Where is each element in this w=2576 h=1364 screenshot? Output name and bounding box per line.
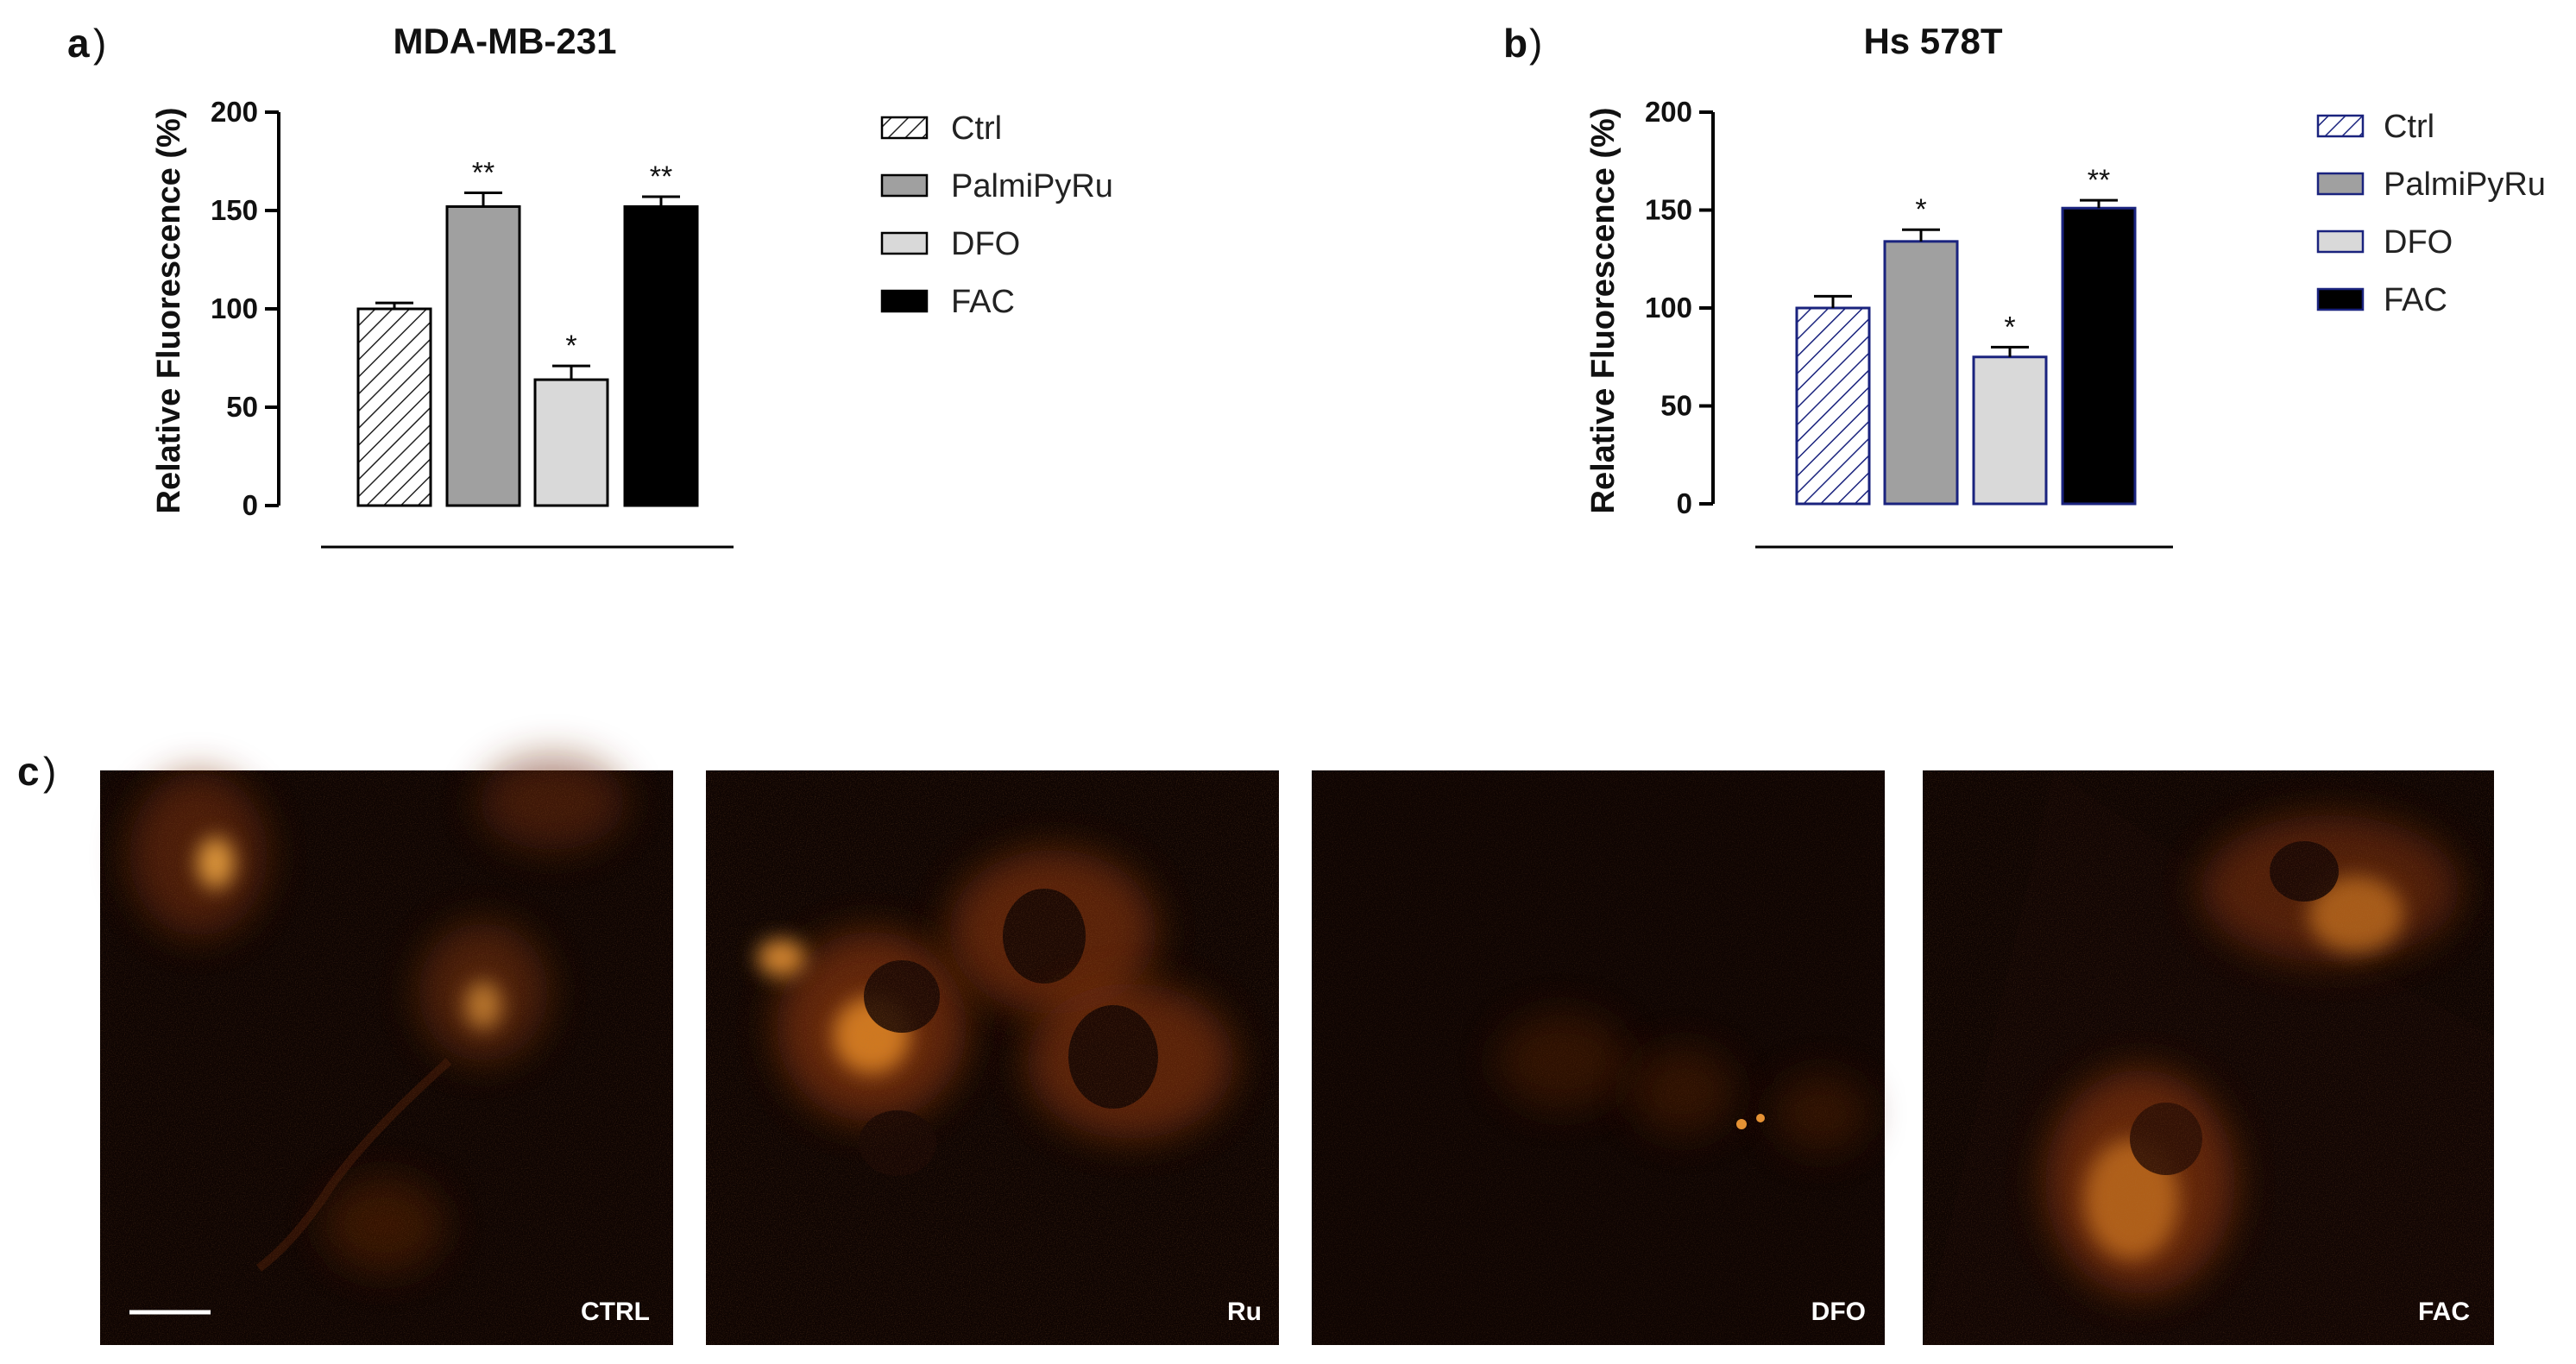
significance-label: * (565, 330, 576, 362)
significance-label: * (2004, 311, 2015, 343)
bar-ctrl (356, 307, 432, 507)
micrograph-grain (1312, 770, 1885, 1345)
micrograph-label: FAC (2418, 1298, 2470, 1326)
y-tick-label: 100 (1645, 292, 1692, 324)
legend-swatch (2316, 229, 2365, 254)
panel-paren-c: ) (43, 749, 56, 794)
legend-swatch (880, 231, 929, 255)
y-tick-label: 150 (1645, 194, 1692, 226)
micrograph-label: DFO (1811, 1298, 1866, 1326)
chart-hs-578t: Hs 578T Relative Fluorescence (%) 0 50 100… (1585, 21, 2546, 549)
micrograph-row: CTRL Ru (100, 755, 2494, 1345)
micrograph-dfo: DFO (1312, 770, 1885, 1345)
panel-label-b: b ) (1503, 21, 1542, 66)
bars: **** (1795, 164, 2137, 506)
y-axis-ticks: 0 50 100 150 200 (1645, 96, 1713, 519)
legend-label: Ctrl (2384, 109, 2434, 145)
y-tick-label: 200 (211, 96, 258, 128)
y-axis-label: Relative Fluorescence (%) (151, 108, 187, 514)
micrograph-ru: Ru (706, 770, 1279, 1345)
chart-title: MDA-MB-231 (393, 21, 616, 61)
bar-dfo (533, 378, 609, 507)
legend-label: FAC (2384, 282, 2447, 318)
y-tick-label: 0 (1677, 487, 1692, 519)
significance-label: * (1915, 193, 1926, 226)
legend-swatch (2316, 172, 2365, 196)
legend-label: FAC (951, 284, 1015, 320)
panel-letter-c: c (17, 749, 40, 794)
y-tick-label: 200 (1645, 96, 1692, 128)
y-axis-label: Relative Fluorescence (%) (1585, 108, 1622, 514)
legend-swatch (880, 289, 929, 313)
panel-label-c: c ) (17, 749, 56, 794)
legend-label: DFO (2384, 224, 2453, 261)
significance-label: ** (650, 160, 672, 193)
bar-palmipyru (1883, 240, 1959, 506)
bar-dfo (1972, 355, 2048, 506)
panel-paren-b: ) (1529, 21, 1542, 66)
legend-label: Ctrl (951, 110, 1002, 147)
bar-fac (2061, 206, 2137, 506)
panel-letter-b: b (1503, 21, 1527, 66)
legend: Ctrl PalmiPyRu DFO FAC (880, 110, 1113, 320)
y-axis-ticks: 0 50 100 150 200 (211, 96, 279, 521)
legend-swatch (2316, 114, 2365, 138)
panel-letter-a: a (67, 21, 90, 66)
significance-label: ** (472, 156, 494, 189)
micrograph-grain (100, 770, 673, 1345)
chart-title: Hs 578T (1863, 21, 2002, 61)
y-tick-label: 50 (226, 391, 258, 423)
y-tick-label: 150 (211, 194, 258, 226)
legend: Ctrl PalmiPyRu DFO FAC (2316, 109, 2546, 318)
micrograph-label: Ru (1227, 1298, 1262, 1326)
legend-swatch (880, 116, 929, 140)
y-tick-label: 100 (211, 292, 258, 324)
micrograph-grain (706, 770, 1279, 1345)
bars: ***** (356, 156, 699, 507)
legend-label: PalmiPyRu (951, 168, 1113, 204)
bar-fac (623, 204, 699, 507)
bar-ctrl (1795, 306, 1871, 506)
micrograph-ctrl: CTRL (100, 755, 673, 1345)
y-tick-label: 0 (242, 489, 258, 521)
panel-label-a: a ) (67, 21, 106, 66)
panel-paren-a: ) (93, 21, 106, 66)
bar-palmipyru (445, 204, 521, 507)
legend-swatch (2316, 287, 2365, 311)
legend-label: PalmiPyRu (2384, 167, 2546, 203)
micrograph-grain (1923, 770, 2494, 1345)
legend-swatch (880, 173, 929, 198)
chart-mda-mb-231: MDA-MB-231 Relative Fluorescence (%) 0 50… (151, 21, 1113, 549)
micrograph-fac: FAC (1923, 770, 2494, 1345)
significance-label: ** (2088, 164, 2110, 197)
y-tick-label: 50 (1660, 390, 1692, 422)
legend-label: DFO (951, 226, 1020, 262)
micrograph-label: CTRL (581, 1298, 650, 1326)
